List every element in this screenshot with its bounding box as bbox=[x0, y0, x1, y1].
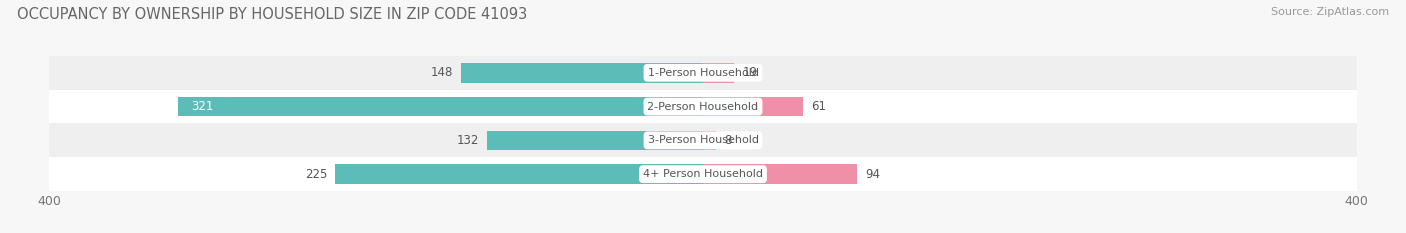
Bar bbox=[49, 157, 1357, 191]
Text: 1-Person Household: 1-Person Household bbox=[648, 68, 758, 78]
Text: 8: 8 bbox=[724, 134, 731, 147]
Bar bbox=[461, 63, 703, 83]
Bar bbox=[179, 97, 703, 116]
Bar bbox=[49, 90, 1357, 123]
Text: 3-Person Household: 3-Person Household bbox=[648, 135, 758, 145]
Bar bbox=[703, 164, 856, 184]
Text: 321: 321 bbox=[191, 100, 214, 113]
Text: Source: ZipAtlas.com: Source: ZipAtlas.com bbox=[1271, 7, 1389, 17]
Text: 148: 148 bbox=[430, 66, 453, 79]
Bar bbox=[703, 63, 734, 83]
Bar bbox=[488, 130, 703, 150]
Text: OCCUPANCY BY OWNERSHIP BY HOUSEHOLD SIZE IN ZIP CODE 41093: OCCUPANCY BY OWNERSHIP BY HOUSEHOLD SIZE… bbox=[17, 7, 527, 22]
Text: 94: 94 bbox=[865, 168, 880, 181]
Text: 19: 19 bbox=[742, 66, 758, 79]
Text: 225: 225 bbox=[305, 168, 328, 181]
Bar bbox=[335, 164, 703, 184]
Text: 4+ Person Household: 4+ Person Household bbox=[643, 169, 763, 179]
Text: 2-Person Household: 2-Person Household bbox=[647, 102, 759, 112]
Bar bbox=[49, 123, 1357, 157]
Bar bbox=[703, 97, 803, 116]
Bar bbox=[49, 56, 1357, 90]
Text: 61: 61 bbox=[811, 100, 825, 113]
Bar bbox=[703, 130, 716, 150]
Text: 132: 132 bbox=[457, 134, 479, 147]
